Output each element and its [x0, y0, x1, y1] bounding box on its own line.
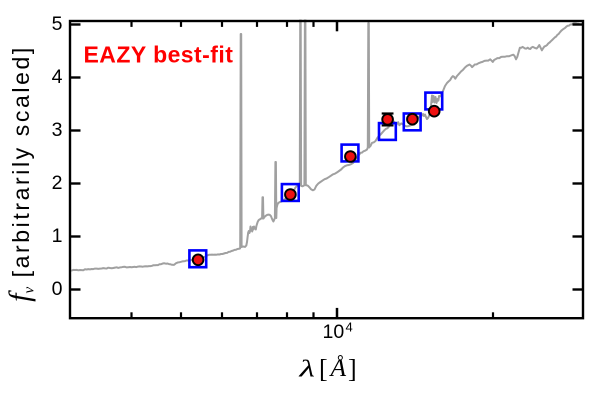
svg-text:fν [arbitrarily scaled]: fν [arbitrarily scaled]	[0, 45, 38, 302]
svg-text:10: 10	[323, 321, 345, 343]
svg-text:1: 1	[52, 225, 63, 247]
svg-text:4: 4	[346, 320, 353, 335]
svg-text:Å: Å	[329, 353, 347, 382]
svg-text:]: ]	[348, 355, 357, 384]
svg-text:3: 3	[52, 119, 63, 141]
svg-text:0: 0	[52, 278, 63, 300]
svg-text:EAZY best-fit: EAZY best-fit	[84, 42, 234, 68]
svg-text:[: [	[319, 355, 328, 384]
svg-text:4: 4	[52, 66, 63, 88]
svg-text:2: 2	[52, 172, 63, 194]
svg-text:λ: λ	[298, 355, 315, 382]
svg-text:5: 5	[52, 13, 63, 35]
